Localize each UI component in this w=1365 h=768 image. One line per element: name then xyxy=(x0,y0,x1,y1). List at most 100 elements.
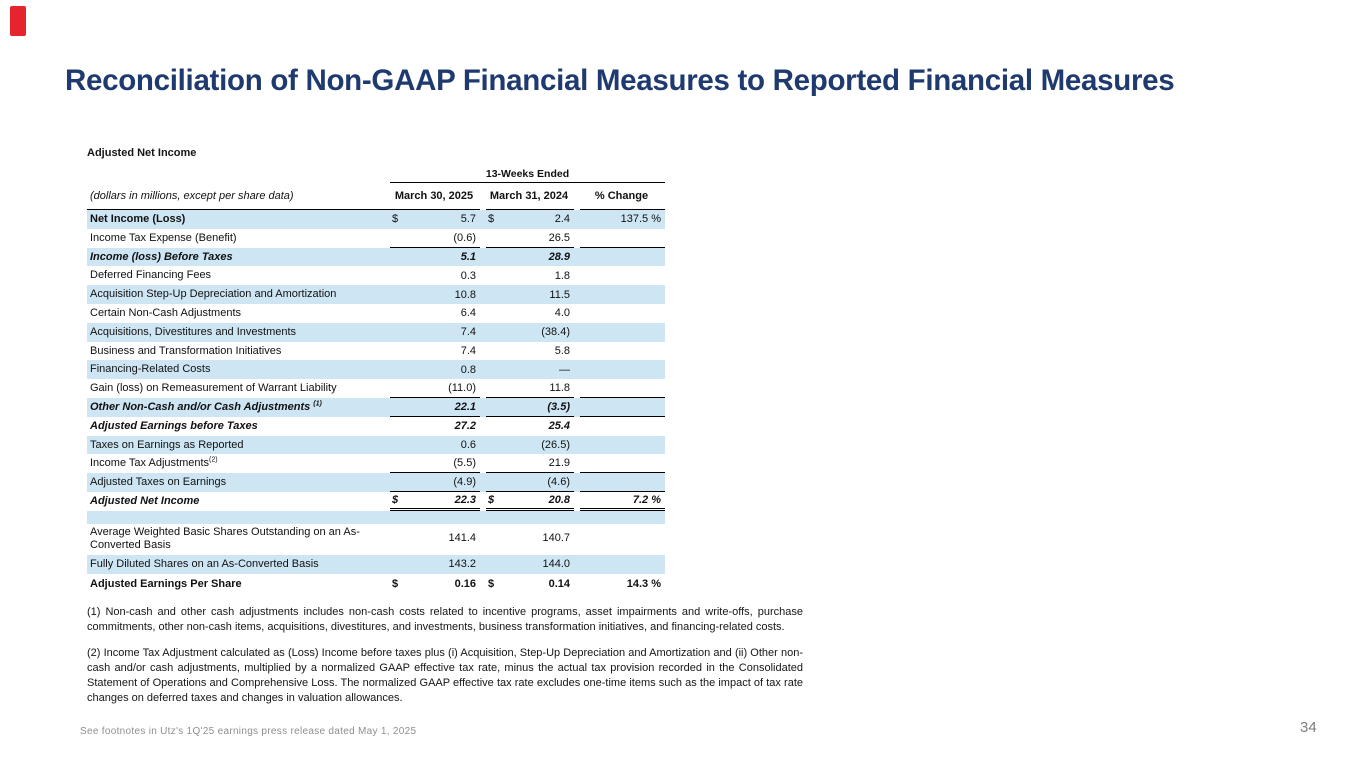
value-pct-change xyxy=(580,555,665,574)
row-label: Deferred Financing Fees xyxy=(90,269,212,282)
row-label: Adjusted Net Income xyxy=(90,495,200,508)
value-2025: (4.9) xyxy=(390,473,480,492)
column-header-pct-change: % Change xyxy=(580,183,665,210)
row-label: Acquisition Step-Up Depreciation and Amo… xyxy=(90,288,337,301)
value-2025: 143.2 xyxy=(390,555,480,574)
cell-value: 10.8 xyxy=(454,288,476,301)
value-pct-change xyxy=(580,454,665,474)
value-2025: $22.3 xyxy=(390,492,480,511)
footnote-marker: (1) xyxy=(313,400,322,408)
table-row: Other Non-Cash and/or Cash Adjustments (… xyxy=(87,397,665,417)
value-2024: 5.8 xyxy=(486,342,574,361)
value-2024: (38.4) xyxy=(486,323,574,342)
value-pct-change xyxy=(580,229,665,248)
value-pct-change xyxy=(580,417,665,436)
dollar-sign: $ xyxy=(392,493,399,506)
cell-value: 21.9 xyxy=(548,457,570,470)
cell-value: 5.7 xyxy=(460,213,476,226)
page-title: Reconciliation of Non-GAAP Financial Mea… xyxy=(65,64,1175,97)
cell-value: 14.3 % xyxy=(626,578,661,591)
row-label: Financing-Related Costs xyxy=(90,363,211,376)
value-2025: 10.8 xyxy=(390,285,480,304)
row-label: Acquisitions, Divestitures and Investmen… xyxy=(90,325,297,338)
cell-value: (4.9) xyxy=(453,476,476,489)
value-pct-change xyxy=(580,360,665,379)
value-2024: $0.14 xyxy=(486,574,574,595)
row-label: Income (loss) Before Taxes xyxy=(90,250,233,263)
value-2024: 140.7 xyxy=(486,524,574,553)
row-label: Adjusted Earnings before Taxes xyxy=(90,419,258,432)
table-row: Financing-Related Costs 0.8 — xyxy=(87,360,665,380)
cell-value: 2.4 xyxy=(554,213,570,226)
cell-value: (0.6) xyxy=(453,231,476,244)
cell-value: 0.16 xyxy=(454,578,476,591)
table-row: Average Weighted Basic Shares Outstandin… xyxy=(87,524,665,555)
cell-value: 141.4 xyxy=(448,532,476,545)
table-row: Gain (loss) on Remeasurement of Warrant … xyxy=(87,379,665,398)
value-2025: 5.1 xyxy=(390,248,480,267)
value-2024: 11.5 xyxy=(486,285,574,304)
value-2024: 4.0 xyxy=(486,304,574,323)
value-2025: 0.3 xyxy=(390,266,480,285)
cell-value: 6.4 xyxy=(460,307,476,320)
cell-value: 27.2 xyxy=(454,420,476,433)
value-2025: 6.4 xyxy=(390,304,480,323)
value-2025: 0.8 xyxy=(390,360,480,379)
value-pct-change xyxy=(580,285,665,304)
table-row: Acquisition Step-Up Depreciation and Amo… xyxy=(87,285,665,304)
dollar-sign: $ xyxy=(488,578,495,591)
cell-value: 137.5 % xyxy=(620,213,661,226)
row-label: Taxes on Earnings as Reported xyxy=(90,438,244,451)
value-2025: (11.0) xyxy=(390,379,480,398)
table-body: Net Income (Loss) $5.7 $2.4 137.5 % Income T… xyxy=(87,210,665,595)
red-corner-mark xyxy=(10,6,26,36)
table-period-header-row: 13-Weeks Ended xyxy=(87,166,665,183)
row-label: Income Tax Expense (Benefit) xyxy=(90,231,237,244)
table-row: Certain Non-Cash Adjustments 6.4 4.0 xyxy=(87,304,665,323)
cell-value: 143.2 xyxy=(448,558,476,571)
value-2024: 11.8 xyxy=(486,379,574,398)
cell-value: 140.7 xyxy=(542,532,570,545)
row-label: Adjusted Earnings Per Share xyxy=(90,577,242,590)
dollar-sign: $ xyxy=(392,213,399,226)
table-row: Adjusted Taxes on Earnings (4.9) (4.6) xyxy=(87,473,665,492)
row-label: Net Income (Loss) xyxy=(90,213,186,226)
value-2024: 28.9 xyxy=(486,248,574,267)
value-pct-change xyxy=(580,342,665,361)
value-2024: (3.5) xyxy=(486,398,574,417)
cell-value: 11.5 xyxy=(549,288,570,301)
slide-content: Adjusted Net Income 13-Weeks Ended (doll… xyxy=(87,147,803,718)
cell-value: 4.0 xyxy=(554,307,570,320)
cell-value: 22.3 xyxy=(454,493,476,506)
value-pct-change: 137.5 % xyxy=(580,210,665,229)
value-pct-change xyxy=(580,266,665,285)
row-label: Gain (loss) on Remeasurement of Warrant … xyxy=(90,382,337,395)
value-2025: 0.6 xyxy=(390,436,480,455)
cell-value: (11.0) xyxy=(448,382,476,395)
dollar-sign: $ xyxy=(392,578,399,591)
value-pct-change xyxy=(580,398,665,417)
cell-value: (38.4) xyxy=(541,326,570,339)
table-row: Adjusted Net Income $22.3 $20.8 7.2 % xyxy=(87,492,665,511)
footnotes: (1) Non-cash and other cash adjustments … xyxy=(87,605,803,707)
table-spacer-row xyxy=(87,510,665,524)
value-2025: $5.7 xyxy=(390,210,480,229)
value-2024: 26.5 xyxy=(486,229,574,248)
cell-value: 7.2 % xyxy=(632,493,661,506)
cell-value: 0.6 xyxy=(460,438,476,451)
value-pct-change xyxy=(580,524,665,553)
cell-value: 7.4 xyxy=(460,344,476,357)
cell-value: 28.9 xyxy=(548,250,570,263)
value-pct-change xyxy=(580,248,665,267)
row-label: Average Weighted Basic Shares Outstandin… xyxy=(90,526,360,552)
cell-value: 1.8 xyxy=(554,269,570,282)
cell-value: 26.5 xyxy=(548,231,570,244)
table-row: Net Income (Loss) $5.7 $2.4 137.5 % xyxy=(87,210,665,229)
cell-value: (4.6) xyxy=(547,476,570,489)
footnote-marker: (2) xyxy=(209,456,218,464)
value-pct-change xyxy=(580,304,665,323)
table-row: Fully Diluted Shares on an As-Converted … xyxy=(87,554,665,574)
cell-value: 25.4 xyxy=(548,420,570,433)
value-2024: 25.4 xyxy=(486,417,574,436)
table-row: Adjusted Earnings Per Share $0.16 $0.14 14.… xyxy=(87,574,665,595)
